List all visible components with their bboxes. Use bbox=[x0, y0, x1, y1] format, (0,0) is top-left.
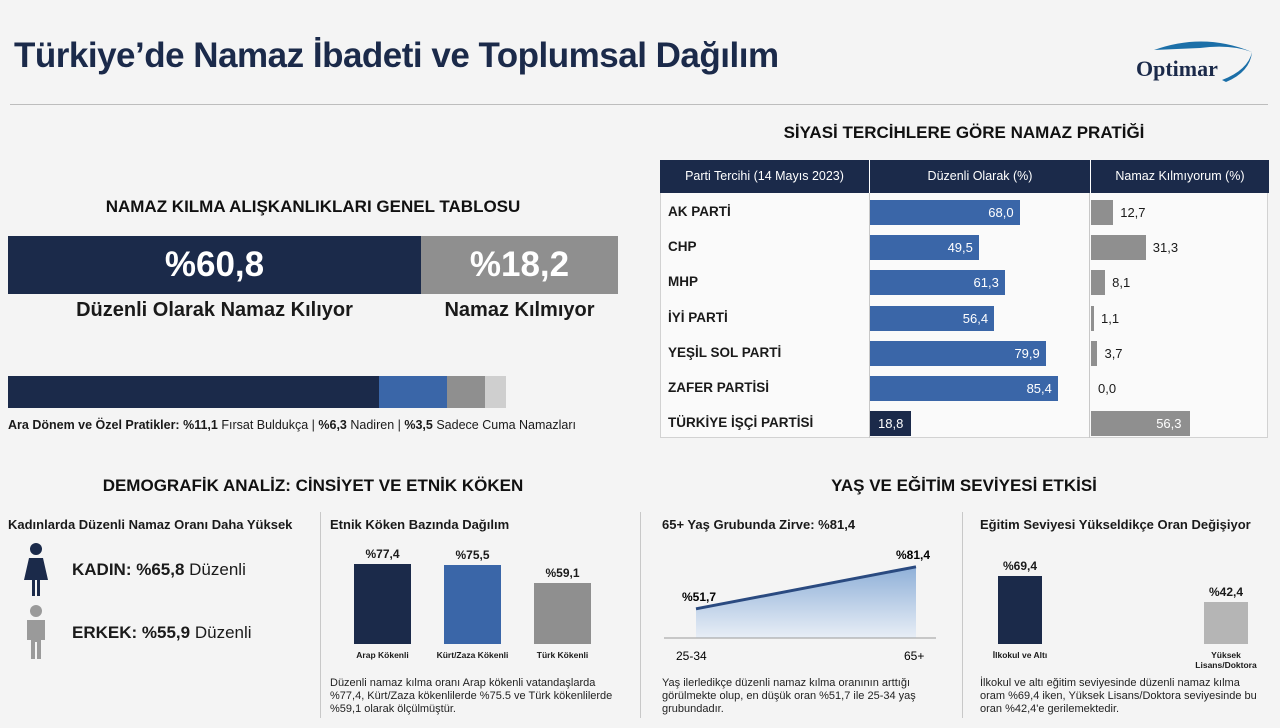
none-bar bbox=[1091, 235, 1146, 261]
party-heading: SİYASİ TERCİHLERE GÖRE NAMAZ PRATİĞİ bbox=[783, 123, 1145, 142]
breakdown-1-label: Fırsat Buldukça bbox=[221, 418, 309, 432]
age-edu-heading: YAŞ VE EĞİTİM SEVİYESİ ETKİSİ bbox=[831, 476, 1097, 495]
male-label: Düzenli bbox=[194, 623, 252, 642]
regular-label: Düzenli Olarak Namaz Kılıyor bbox=[76, 299, 353, 321]
practice-segment bbox=[8, 376, 379, 408]
section-divider bbox=[320, 512, 321, 718]
regular-col-header: Düzenli Olarak (%) bbox=[869, 160, 1090, 193]
male-stat: ERKEK: %55,9 Düzenli bbox=[72, 623, 252, 643]
none-value: 3,7 bbox=[1104, 345, 1123, 361]
party-name: AK PARTİ bbox=[668, 204, 731, 219]
age-chart: %51,7 %81,4 25-34 65+ bbox=[664, 548, 936, 663]
age-line bbox=[695, 565, 917, 611]
age-note: Yaş ilerledikçe düzenli namaz kılma oran… bbox=[662, 677, 916, 715]
party-name: CHP bbox=[668, 239, 697, 255]
age-category-label: 65+ bbox=[904, 649, 924, 663]
female-value: KADIN: %65,8 bbox=[72, 560, 185, 579]
regular-value: %60,8 bbox=[8, 236, 421, 294]
bar-label: Arap Kökenli bbox=[356, 650, 409, 660]
bar bbox=[444, 565, 501, 644]
regular-bar: 56,4 bbox=[870, 305, 995, 331]
bar-value: %77,4 bbox=[365, 546, 400, 561]
practice-stacked-bar bbox=[8, 376, 618, 408]
practice-segment bbox=[378, 376, 447, 408]
breakdown-2-value: %6,3 bbox=[318, 418, 347, 432]
edu-note: İlkokul ve altı eğitim seviyesinde düzen… bbox=[980, 677, 1257, 715]
bar bbox=[998, 575, 1042, 644]
party-name: TÜRKİYE İŞÇİ PARTİSİ bbox=[668, 415, 814, 431]
male-value: ERKEK: %55,9 bbox=[72, 623, 191, 642]
party-name: ZAFER PARTİSİ bbox=[668, 380, 769, 395]
none-value: 31,3 bbox=[1152, 240, 1179, 256]
bar bbox=[354, 563, 411, 644]
male-icon bbox=[27, 605, 45, 659]
header-divider bbox=[10, 104, 1268, 105]
none-value: 8,1 bbox=[1112, 275, 1131, 291]
female-icon bbox=[24, 543, 48, 596]
bar bbox=[534, 582, 591, 644]
logo-swoosh-icon bbox=[1154, 41, 1252, 82]
regular-bar: 85,4 bbox=[870, 376, 1058, 401]
breakdown-bold: Ara Dönem ve Özel Pratikler: bbox=[8, 418, 180, 432]
regular-bar: 68,0 bbox=[870, 200, 1020, 225]
breakdown-3-value: %3,5 bbox=[404, 418, 433, 432]
overview-heading: NAMAZ KILMA ALIŞKANLIKLARI GENEL TABLOSU bbox=[105, 197, 521, 216]
bar-label: Yüksek Lisans/Doktora bbox=[1195, 650, 1257, 670]
bar-value: %59,1 bbox=[545, 565, 580, 580]
regular-bar: 79,9 bbox=[870, 340, 1046, 366]
party-name: YEŞİL SOL PARTİ bbox=[668, 344, 782, 360]
none-value: 12,7 bbox=[1120, 205, 1146, 220]
bar-value: %42,4 bbox=[1208, 585, 1244, 600]
optimar-logo: Optimar bbox=[1134, 38, 1259, 88]
breakdown-1-value: %11,1 bbox=[183, 418, 218, 432]
table-divider bbox=[869, 193, 870, 438]
practice-segment bbox=[446, 376, 485, 408]
age-category-label: 25-34 bbox=[676, 649, 707, 663]
table-divider bbox=[1089, 193, 1090, 438]
bar-label: Türk Kökenli bbox=[536, 650, 589, 660]
party-name: MHP bbox=[668, 274, 698, 290]
none-bar bbox=[1091, 270, 1106, 296]
practice-breakdown: Ara Dönem ve Özel Pratikler: %11,1 Fırsa… bbox=[8, 418, 576, 432]
none-bar bbox=[1091, 340, 1098, 366]
breakdown-3-label: Sadece Cuma Namazları bbox=[436, 418, 576, 432]
demographics-heading: DEMOGRAFİK ANALİZ: CİNSİYET VE ETNİK KÖK… bbox=[102, 476, 524, 495]
bar-value: %69,4 bbox=[1002, 558, 1038, 573]
logo-text: Optimar bbox=[1136, 56, 1218, 81]
section-divider bbox=[962, 512, 963, 718]
bar bbox=[1204, 602, 1248, 644]
female-label: Düzenli bbox=[189, 560, 246, 579]
ethnic-note: Düzenli namaz kılma oranı Arap kökenli v… bbox=[330, 677, 613, 715]
female-stat: KADIN: %65,8 Düzenli bbox=[72, 560, 246, 580]
practice-segment bbox=[485, 376, 507, 408]
age-value-label: %51,7 bbox=[682, 590, 716, 604]
section-divider bbox=[640, 512, 641, 718]
edu-chart: %69,4 İlkokul ve Altı %42,4 Yüksek Lisans/D… bbox=[980, 540, 1265, 672]
none-value: 0,0 bbox=[1098, 381, 1117, 396]
edu-heading: Eğitim Seviyesi Yükseldikçe Oran Değişiy… bbox=[980, 517, 1251, 532]
ethnic-heading: Etnik Köken Bazında Dağılım bbox=[330, 517, 510, 532]
none-value: %18,2 bbox=[421, 236, 618, 294]
party-name: İYİ PARTİ bbox=[668, 309, 728, 325]
gender-heading: Kadınlarda Düzenli Namaz Oranı Daha Yüks… bbox=[8, 517, 293, 532]
ethnic-chart: %77,4 Arap Kökenli %75,5 Kürt/Zaza Kökenli%… bbox=[330, 540, 620, 672]
none-bar bbox=[1091, 200, 1114, 225]
bar-label: İlkokul ve Altı bbox=[992, 650, 1048, 660]
regular-bar: 18,8 bbox=[870, 411, 912, 437]
bar-value: %75,5 bbox=[455, 548, 490, 563]
party-col-header: Parti Tercihi (14 Mayıs 2023) bbox=[660, 160, 869, 193]
age-area bbox=[696, 566, 916, 638]
regular-bar: 61,3 bbox=[870, 270, 1005, 296]
regular-bar: 49,5 bbox=[870, 235, 979, 261]
breakdown-2-label: Nadiren bbox=[350, 418, 395, 432]
none-bar: 56,3 bbox=[1091, 411, 1190, 437]
age-heading: 65+ Yaş Grubunda Zirve: %81,4 bbox=[662, 517, 856, 532]
page-title: Türkiye’de Namaz İbadeti ve Toplumsal Da… bbox=[14, 36, 779, 75]
none-value: 1,1 bbox=[1101, 310, 1120, 326]
age-value-label: %81,4 bbox=[896, 548, 930, 562]
none-col-header: Namaz Kılmıyorum (%) bbox=[1090, 160, 1269, 193]
none-bar bbox=[1091, 305, 1094, 331]
none-label: Namaz Kılmıyor bbox=[444, 299, 595, 321]
bar-label: Kürt/Zaza Kökenli bbox=[436, 650, 509, 660]
